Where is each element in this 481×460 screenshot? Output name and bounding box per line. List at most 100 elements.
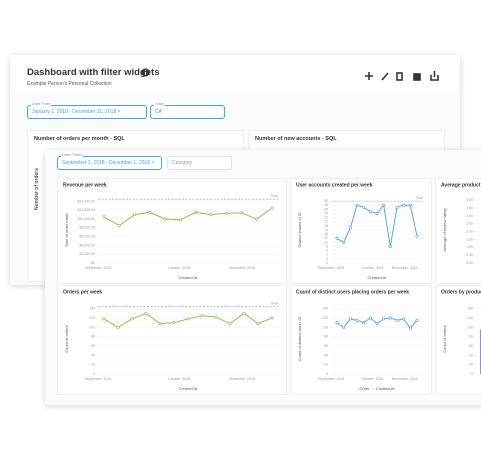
y-tick-label: 0.50	[466, 253, 473, 257]
y-tick-label: $12,000.00	[77, 208, 95, 212]
y-tick-label: 20	[469, 363, 473, 367]
x-axis-label: Created At	[179, 275, 199, 280]
data-point	[228, 322, 232, 326]
y-tick-label: 1.50	[466, 237, 473, 241]
y-tick-label: 120	[322, 316, 328, 320]
y-tick-label: $8,000.00	[79, 226, 95, 230]
data-point	[186, 317, 190, 321]
date-filter[interactable]: Date Filter January 1, 2018 - December 31…	[27, 101, 147, 119]
y-tick-label: 0	[93, 372, 95, 376]
x-tick-label: November, 2018	[392, 377, 418, 381]
x-tick-label: November, 2018	[229, 266, 255, 270]
y-tick-label: 28	[324, 203, 328, 207]
x-tick-label: October, 2018	[361, 377, 383, 381]
x-tick-label: October, 2018	[168, 266, 190, 270]
y-tick-label: 140	[89, 307, 95, 311]
y-tick-label: 0.00	[466, 261, 473, 265]
y-tick-label: 18	[324, 224, 328, 228]
y-tick-label: 40	[469, 353, 473, 357]
filter-placeholder: Category	[172, 160, 193, 166]
data-point	[133, 213, 137, 217]
y-tick-label: 100	[322, 325, 328, 329]
data-point	[130, 317, 134, 321]
data-point	[362, 205, 366, 209]
goal-label: Goal	[271, 301, 279, 305]
y-tick-label: 120	[89, 316, 95, 320]
data-point	[402, 203, 406, 207]
x-tick-label: October, 2018	[361, 266, 383, 270]
data-point	[388, 245, 392, 249]
data-point	[342, 325, 346, 329]
x-tick-label: September, 2018	[85, 377, 112, 381]
y-tick-label: 16	[324, 228, 328, 232]
series-line	[103, 207, 273, 227]
front-dashboard: Date Filters September 2, 2018 - December…	[45, 150, 481, 405]
chart-card[interactable]: User accounts created per week 0 2 4 6 8 10 12 1…	[290, 178, 432, 284]
data-point	[144, 311, 148, 315]
x-axis-label: Created At	[179, 386, 199, 391]
y-tick-label: 24	[324, 211, 328, 215]
data-point	[172, 321, 176, 325]
chart-card[interactable]: Orders by product 0 20 40 60 80 100 120 140 Count…	[435, 285, 481, 395]
y-tick-label: 3.50	[466, 206, 473, 210]
y-tick-label: 4	[326, 253, 328, 257]
chart: Orders per week 0 20 40 60 80 100 120 140 Count o…	[63, 289, 279, 391]
y-tick-label: 22	[324, 216, 328, 220]
x-tick-label: October, 2018	[168, 377, 190, 381]
y-tick-label: 80	[91, 335, 95, 339]
filter-value: CA	[155, 109, 162, 115]
card-title: Number of new accounts - SQL	[255, 136, 337, 142]
category-filter[interactable]: Category	[167, 156, 232, 170]
y-tick-label: $0	[91, 261, 95, 265]
filter-value: January 1, 2018 - December 31, 2018	[32, 109, 117, 115]
y-tick-label: 6	[326, 249, 328, 253]
chart-card[interactable]: Orders per week 0 20 40 60 80 100 120 140 Count o…	[57, 285, 287, 395]
y-tick-label: $14,000.00	[77, 199, 95, 203]
y-tick-label: 2	[326, 257, 328, 261]
data-point	[239, 211, 243, 215]
data-point	[200, 314, 204, 318]
card-title: Average product rating	[441, 182, 481, 188]
y-tick-label: 20	[324, 220, 328, 224]
data-point	[348, 317, 352, 321]
y-axis-label: Distinct values of ID	[297, 212, 302, 247]
y-tick-label: $6,000.00	[79, 235, 95, 239]
data-point	[158, 322, 162, 326]
filter-value: September 2, 2018 - December 1, 2018	[62, 160, 151, 166]
chart-card[interactable]: Average product rating 0.00 0.50 1.00 1.50 2.…	[435, 178, 481, 284]
y-tick-label: 0	[326, 372, 328, 376]
chart-card[interactable]: Revenue per week $0 $2,000.00 $4,000.00 $6,0…	[57, 178, 287, 284]
y-tick-label: 100	[89, 325, 95, 329]
info-icon[interactable]	[141, 68, 150, 77]
y-axis-label: Number of orders	[33, 168, 40, 210]
y-tick-label: 80	[469, 335, 473, 339]
state-filter[interactable]: State CA	[150, 101, 225, 119]
data-point	[116, 325, 120, 329]
y-tick-label: 40	[324, 353, 328, 357]
data-point	[408, 326, 412, 330]
y-tick-label: 1.00	[466, 245, 473, 249]
data-point	[382, 203, 386, 207]
y-tick-label: $4,000.00	[79, 243, 95, 247]
data-point	[178, 218, 182, 222]
y-tick-label: 120	[467, 316, 473, 320]
y-tick-label: 100	[467, 325, 473, 329]
card-title: Orders per week	[63, 289, 102, 295]
date-filter[interactable]: Date Filters September 2, 2018 - December…	[57, 152, 162, 170]
toolbar[interactable]	[362, 70, 452, 82]
chart-card[interactable]: Count of distinct users placing orders p…	[290, 285, 432, 395]
data-point	[415, 318, 419, 322]
y-axis-label: Count of orders	[442, 325, 447, 353]
y-tick-label: 140	[322, 307, 328, 311]
goal-label: Goal	[416, 196, 424, 200]
data-point	[355, 203, 359, 207]
filter-label: State	[154, 101, 166, 106]
x-axis-label: Created At	[368, 275, 388, 280]
data-point	[242, 311, 246, 315]
y-tick-label: 80	[324, 335, 328, 339]
y-tick-label: 20	[91, 363, 95, 367]
chart: User accounts created per week0246810121…	[296, 182, 424, 280]
data-point	[368, 316, 372, 320]
data-point	[214, 315, 218, 319]
y-tick-label: $2,000.00	[79, 252, 95, 256]
